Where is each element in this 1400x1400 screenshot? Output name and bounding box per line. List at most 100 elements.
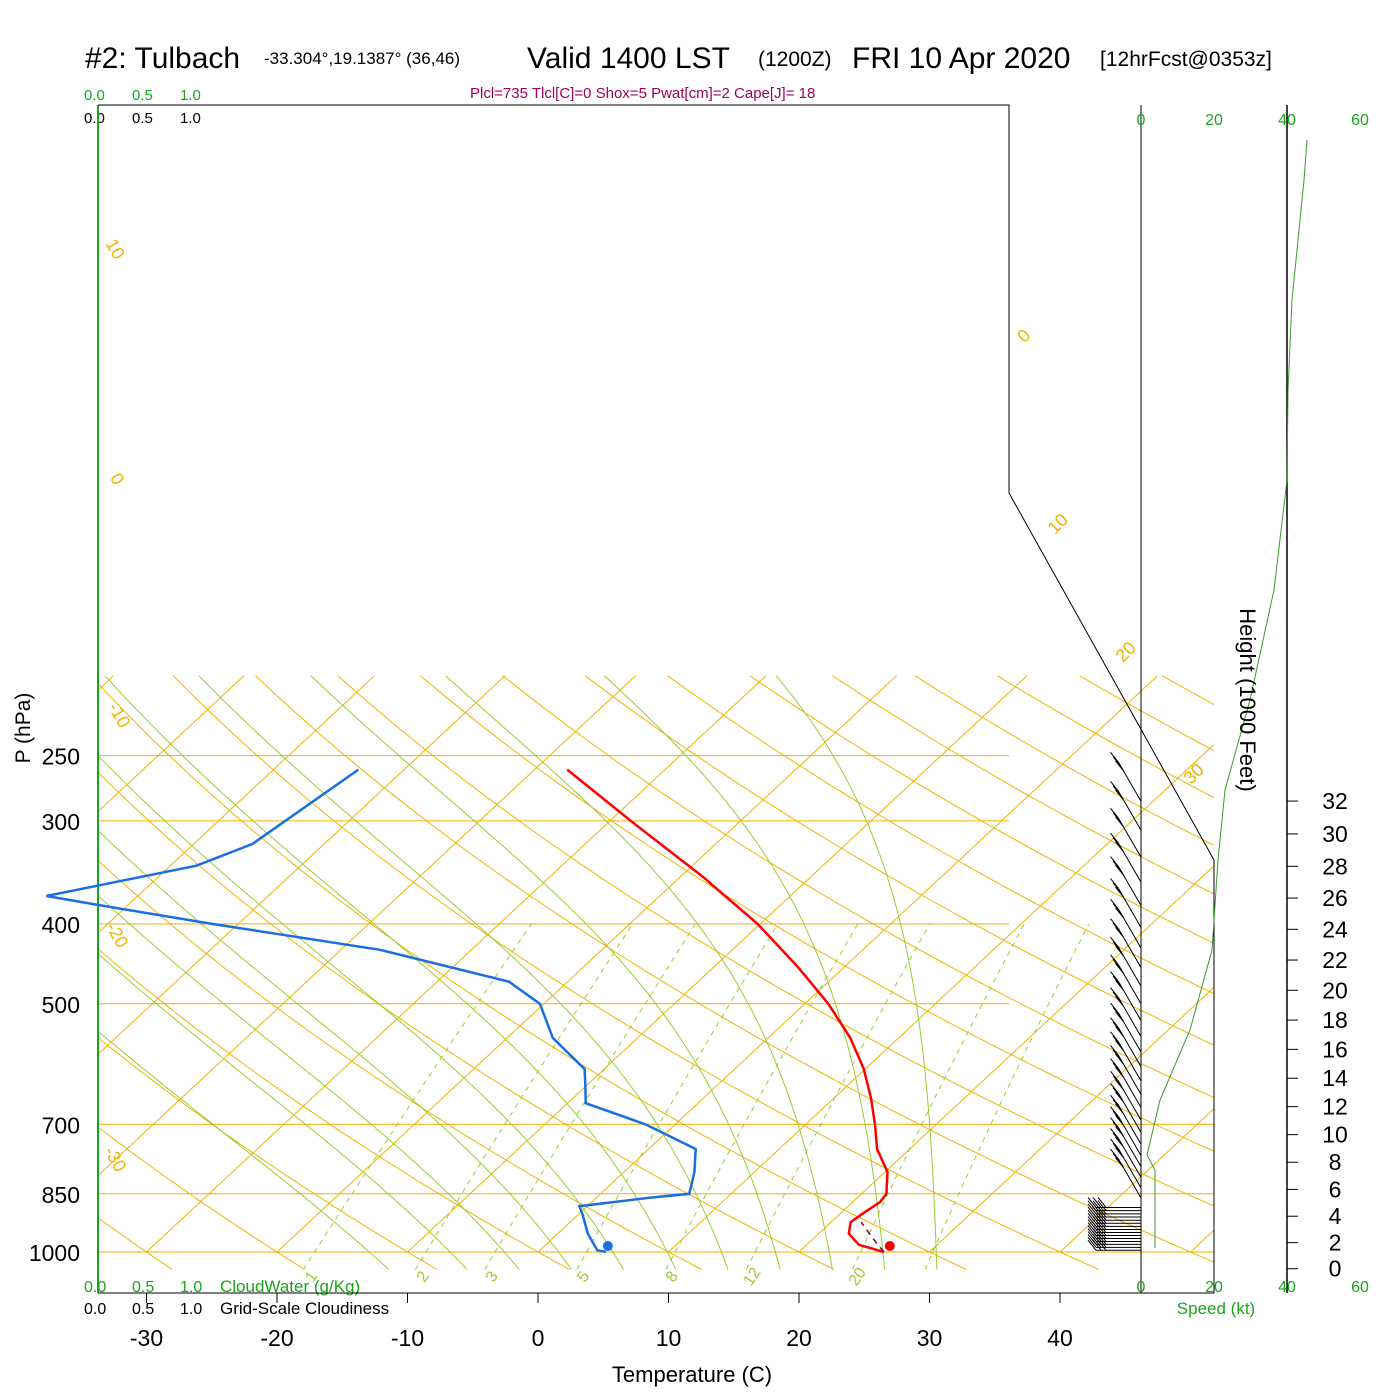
wind-barb-flag [1115,1103,1124,1115]
dry-adiabat-line [749,675,1214,944]
wind-barb-flag [1087,1239,1097,1251]
wind-barb-flag [1110,781,1119,792]
wind-barb-flag [1110,1148,1119,1160]
wind-barb-flag [1115,927,1124,938]
isotherm-line [98,675,375,934]
wind-barb-flag [1087,1219,1097,1230]
valid-date: FRI 10 Apr 2020 [852,42,1070,75]
wind-bottom-tick: 20 [1205,1279,1223,1296]
mixing-ratio-line [924,923,1090,1270]
mixing-ratio-line [302,923,532,1270]
moist-adiabat-line [98,754,625,1270]
wind-barb-flag [1110,1083,1119,1094]
top-black-tick: 0.0 [84,110,105,127]
wind-barb-flag [1115,1147,1124,1158]
wind-barb-flag [1112,837,1122,848]
wind-barb-flag [1112,1153,1122,1164]
wind-barb-flag [1110,987,1119,998]
wind-barb-flag [1087,1209,1097,1221]
moist-adiabat-line [445,675,833,1270]
wind-barb-flag [1110,1017,1119,1029]
valid-time: Valid 1400 LST [527,42,730,75]
dry-adiabat-line [172,675,1099,1270]
wind-barb-flag [1115,1011,1124,1022]
x-tick-label: 20 [786,1325,812,1351]
moist-adiabat-line [198,675,729,1270]
wind-barb-flag [1115,1079,1124,1091]
mixing-ratio-label: 8 [663,1268,682,1285]
dry-adiabat-label: 10 [102,235,129,262]
wind-barb-flag [1110,971,1119,982]
isotherm-line [98,675,506,1056]
dry-adiabats [98,675,1214,1270]
wind-bottom-tick: 0 [1137,1279,1146,1296]
dry-adiabat-line [98,1217,173,1270]
pressure-tick-label: 300 [42,809,80,835]
height-tick-label: 4 [1329,1203,1342,1229]
x-axis: -30 -20 -10 0 10 20 30 40 [130,1293,1073,1351]
wind-barb-flag [1115,1066,1124,1078]
height-tick-label: 26 [1322,885,1348,911]
wind-barb-flag [1112,1007,1122,1018]
wind-barb-flag [1087,1197,1097,1208]
mixing-ratio-label: 2 [414,1268,433,1285]
bottom-black-tick: 1.0 [180,1301,202,1318]
wind-barb-flag [1112,785,1122,796]
wind-barb-flag [1110,898,1119,910]
dry-adiabat-line [667,675,1214,995]
forecast-info: [12hrFcst@0353z] [1100,48,1272,71]
wind-barb-flag [1110,954,1119,966]
moist-adiabat-line [310,675,781,1270]
dry-adiabat-line [255,675,1214,1263]
x-tick-label: -30 [130,1325,163,1351]
wind-barb-flag [1110,832,1119,844]
wind-barb-flag [1097,1197,1107,1208]
isotherm-line [798,865,1214,1253]
pressure-tick-label: 700 [42,1112,80,1138]
wind-barb-flag [1115,789,1124,801]
mixing-ratio-line [576,923,779,1270]
dry-adiabat-label: 30 [1180,760,1208,788]
wind-barb-flag [1112,903,1122,914]
wind-barb-flag [1112,1075,1122,1086]
isotherm-line [537,675,1158,1253]
dry-adiabat-label: 20 [1112,638,1140,666]
moist-adiabat-line [104,675,677,1270]
pressure-axis: 250 300 400 500 700 850 1000 [29,744,80,1266]
height-tick-label: 32 [1322,788,1348,814]
wind-barb-flag [1112,1099,1122,1110]
wind-barb-flag [1110,856,1119,867]
wind-bottom-tick: 40 [1278,1279,1296,1296]
wind-top-tick: 20 [1205,112,1223,129]
wind-barb-flag [1087,1200,1097,1211]
wind-barbs [1087,751,1142,1251]
x-axis-title: Temperature (C) [612,1362,772,1387]
wind-barb-flag [1112,922,1122,934]
mixing-ratio-label: 5 [574,1268,593,1285]
height-tick-label: 14 [1322,1065,1348,1091]
x-tick-label: -10 [391,1325,424,1351]
dry-adiabat-label: 0 [1013,325,1034,346]
moist-adiabats [98,675,938,1270]
mixing-ratio-line [484,923,696,1270]
dry-adiabat-line [584,675,1214,1046]
x-tick-label: -20 [260,1325,293,1351]
wind-speed-profile [1146,139,1308,1248]
bottom-left-scale: 0.0 0.5 1.0 CloudWater (g/Kg) 0.0 0.5 1.… [84,1277,389,1318]
temperature-profile [566,768,889,1254]
dry-adiabat-line [98,682,967,1270]
wind-barb-flag [1110,918,1119,930]
wind-barb-flag [1112,1021,1122,1033]
dewpoint-profile [46,768,697,1254]
wind-barb-flag [1087,1228,1097,1239]
dry-adiabat-line [98,1126,305,1270]
wind-top-tick: 60 [1351,112,1369,129]
wind-barb-flag [1112,1049,1122,1061]
height-tick-label: 20 [1322,977,1348,1003]
wind-barb-flag [1110,1128,1119,1139]
isotherm-line [98,675,245,813]
height-tick-label: 10 [1322,1122,1348,1148]
pressure-tick-label: 250 [42,744,80,770]
wind-barb-flag [1115,996,1124,1007]
wind-barb-flag [1115,1114,1124,1126]
